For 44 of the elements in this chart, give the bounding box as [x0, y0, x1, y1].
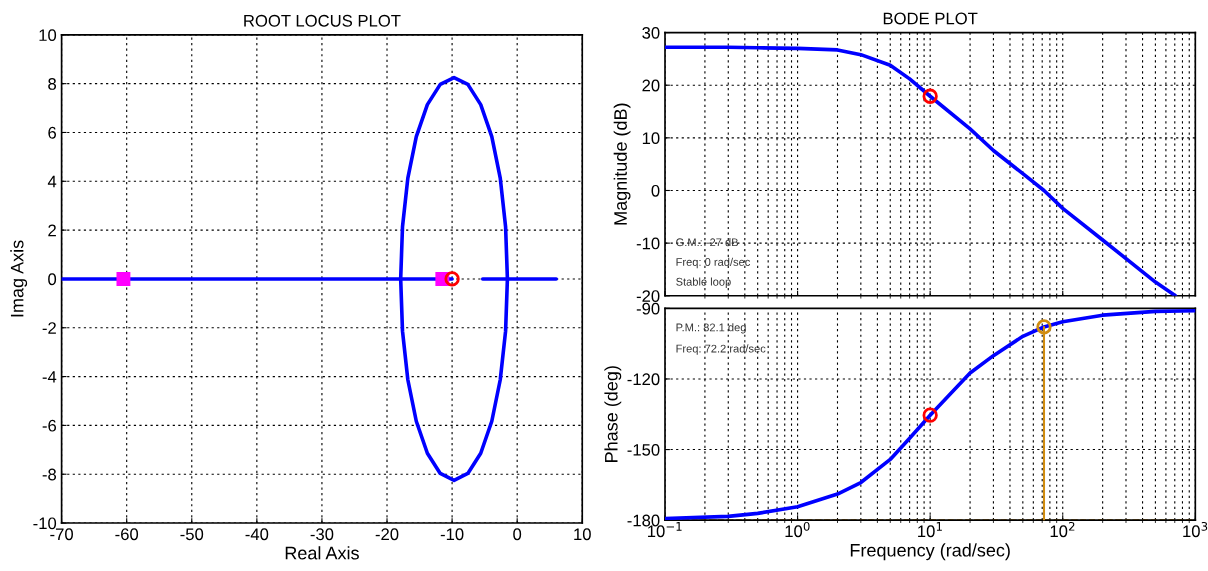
- annotation: Freq: 72.2 rad/sec: [676, 344, 766, 355]
- y-tick-label: 2: [48, 224, 56, 237]
- x-tick-label: 10$^{1}$: [918, 522, 942, 538]
- y-tick-label: 0: [651, 184, 660, 197]
- y-tick-label: 10: [39, 29, 57, 42]
- x-tick-label: -60: [115, 528, 139, 541]
- y-tick-label: 20: [642, 79, 660, 92]
- y-tick-label: 10: [642, 132, 660, 145]
- chart-title: ROOT LOCUS PLOT: [244, 14, 401, 27]
- x-tick-label: 10: [574, 528, 591, 541]
- x-tick-label: 10$^{2}$: [1050, 521, 1075, 538]
- x-axis-title: Real Axis: [285, 546, 359, 560]
- y-tick-label: -90: [636, 302, 660, 315]
- y-tick-label: -2: [42, 322, 56, 334]
- x-tick-label: -40: [245, 528, 269, 541]
- y-tick-label: -120: [627, 373, 660, 386]
- y-tick-label: -150: [627, 443, 660, 456]
- x-tick-label: 0: [513, 528, 522, 541]
- y-tick-label: 4: [47, 175, 57, 188]
- y-tick-label: 6: [48, 126, 57, 139]
- annotation: P.M.: 82.1 deg: [676, 323, 746, 334]
- y-tick-label: -6: [42, 419, 57, 432]
- y-axis-title: Imag Axis: [10, 240, 28, 317]
- y-axis-title: Phase (deg): [604, 366, 622, 462]
- y-tick-label: -10: [636, 237, 660, 250]
- annotation: G.M.: -27 dB: [676, 238, 739, 247]
- y-tick-label: 30: [642, 26, 660, 39]
- y-tick-label: 8: [48, 78, 57, 90]
- x-tick-label: -70: [50, 528, 73, 541]
- x-axis-title: Frequency (rad/sec): [850, 543, 1010, 561]
- x-tick-label: 10$^{3}$: [1183, 521, 1208, 538]
- x-tick-label: -10: [440, 528, 464, 541]
- annotation: Stable loop: [676, 277, 731, 288]
- x-tick-label: -30: [310, 528, 334, 541]
- y-tick-label: -20: [636, 290, 660, 302]
- x-tick-label: -20: [375, 528, 399, 541]
- y-tick-label: 0: [48, 273, 57, 286]
- y-tick-label: -8: [42, 468, 57, 481]
- y-axis-title: Magnitude (dB): [613, 103, 631, 225]
- x-tick-label: -50: [180, 528, 204, 541]
- annotation: Freq: 0 rad/sec: [676, 257, 751, 269]
- y-tick-label: -4: [42, 371, 57, 383]
- x-tick-label: 10$^{0}$: [785, 521, 810, 538]
- chart-title: BODE PLOT: [883, 12, 978, 25]
